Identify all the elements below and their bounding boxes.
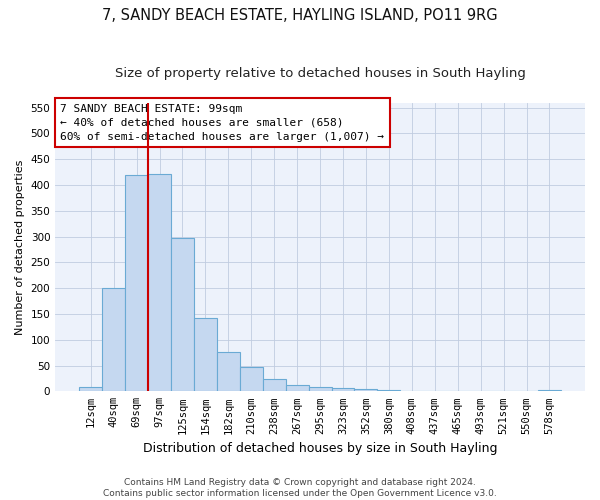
Bar (286, 385, 308, 392)
Bar (171, 238, 194, 392)
Bar (148, 174, 171, 392)
Bar (538, 390, 561, 392)
Y-axis label: Number of detached properties: Number of detached properties (15, 159, 25, 334)
Text: 7, SANDY BEACH ESTATE, HAYLING ISLAND, PO11 9RG: 7, SANDY BEACH ESTATE, HAYLING ISLAND, P… (102, 8, 498, 22)
Text: 7 SANDY BEACH ESTATE: 99sqm
← 40% of detached houses are smaller (658)
60% of se: 7 SANDY BEACH ESTATE: 99sqm ← 40% of det… (61, 104, 385, 142)
Bar (332, 388, 355, 392)
X-axis label: Distribution of detached houses by size in South Hayling: Distribution of detached houses by size … (143, 442, 497, 455)
Bar (79, 387, 102, 392)
Bar (240, 366, 263, 392)
Bar (125, 174, 148, 392)
Bar (355, 388, 377, 392)
Title: Size of property relative to detached houses in South Hayling: Size of property relative to detached ho… (115, 68, 526, 80)
Bar (377, 390, 400, 392)
Bar (194, 318, 217, 392)
Bar (217, 352, 240, 392)
Bar (263, 380, 286, 392)
Text: Contains HM Land Registry data © Crown copyright and database right 2024.
Contai: Contains HM Land Registry data © Crown c… (103, 478, 497, 498)
Bar (102, 288, 125, 392)
Bar (308, 387, 332, 392)
